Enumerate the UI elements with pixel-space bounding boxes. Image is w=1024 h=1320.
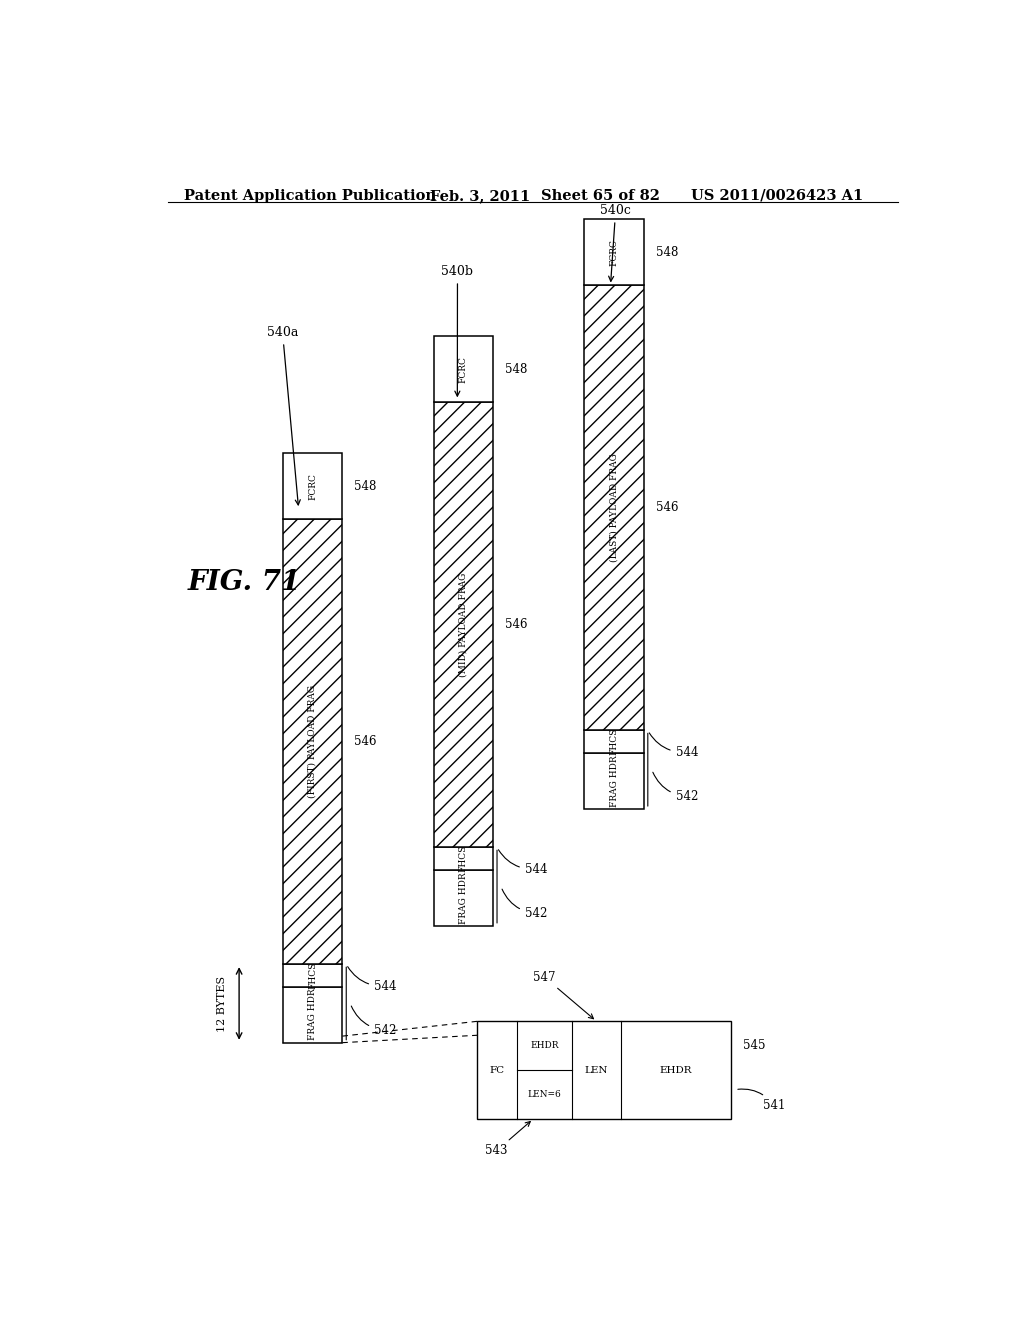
Text: 548: 548 <box>655 246 678 259</box>
Text: FRAG HDR: FRAG HDR <box>609 755 618 807</box>
Bar <box>433 337 494 403</box>
Text: 544: 544 <box>499 850 547 875</box>
Text: 547: 547 <box>534 970 594 1019</box>
Text: 548: 548 <box>354 479 377 492</box>
Text: FCRC: FCRC <box>459 356 468 383</box>
Text: 542: 542 <box>653 772 698 803</box>
Text: 544: 544 <box>649 733 698 759</box>
Text: FHCS: FHCS <box>609 729 618 755</box>
Text: FCRC: FCRC <box>609 239 618 265</box>
Text: FRAG HDR: FRAG HDR <box>308 989 317 1040</box>
Bar <box>433 403 494 847</box>
Text: EHDR: EHDR <box>659 1065 692 1074</box>
Text: Patent Application Publication: Patent Application Publication <box>183 189 435 203</box>
Text: 544: 544 <box>348 966 396 993</box>
Text: FHCS: FHCS <box>308 962 317 989</box>
Text: 540b: 540b <box>441 265 473 396</box>
Text: 12 BYTES: 12 BYTES <box>217 975 227 1031</box>
Bar <box>433 847 494 870</box>
Text: 546: 546 <box>505 618 527 631</box>
Bar <box>585 219 644 285</box>
Text: (FIRST) PAYLOAD FRAG: (FIRST) PAYLOAD FRAG <box>308 685 317 799</box>
Bar <box>283 986 342 1043</box>
Bar <box>283 965 342 986</box>
Bar <box>283 453 342 519</box>
Text: EHDR: EHDR <box>530 1041 559 1051</box>
Text: Sheet 65 of 82: Sheet 65 of 82 <box>541 189 659 203</box>
Bar <box>433 403 494 847</box>
Bar <box>585 285 644 730</box>
Text: 545: 545 <box>743 1039 766 1052</box>
Text: LEN=6: LEN=6 <box>527 1090 561 1100</box>
Text: FC: FC <box>489 1065 505 1074</box>
Text: 543: 543 <box>485 1122 530 1158</box>
Text: 548: 548 <box>505 363 527 376</box>
Text: FCRC: FCRC <box>308 473 317 499</box>
Text: 546: 546 <box>354 735 377 748</box>
Text: 542: 542 <box>502 890 547 920</box>
Bar <box>477 1022 731 1119</box>
Bar <box>585 752 644 809</box>
Text: LEN: LEN <box>585 1065 608 1074</box>
Text: FRAG HDR: FRAG HDR <box>459 873 468 924</box>
Bar <box>433 870 494 925</box>
Text: US 2011/0026423 A1: US 2011/0026423 A1 <box>691 189 863 203</box>
Bar <box>585 730 644 752</box>
Text: 541: 541 <box>738 1089 785 1113</box>
Text: FHCS: FHCS <box>459 845 468 873</box>
Bar <box>283 519 342 965</box>
Bar <box>585 285 644 730</box>
Text: 542: 542 <box>351 1006 396 1038</box>
Text: 540a: 540a <box>267 326 300 506</box>
Bar <box>283 519 342 965</box>
Text: Feb. 3, 2011: Feb. 3, 2011 <box>430 189 529 203</box>
Text: 546: 546 <box>655 502 678 515</box>
Text: (LAST) PAYLOAD FRAG: (LAST) PAYLOAD FRAG <box>609 454 618 562</box>
Text: 540c: 540c <box>600 205 631 281</box>
Text: FIG. 71: FIG. 71 <box>187 569 301 597</box>
Text: (MID) PAYLOAD FRAG: (MID) PAYLOAD FRAG <box>459 573 468 677</box>
